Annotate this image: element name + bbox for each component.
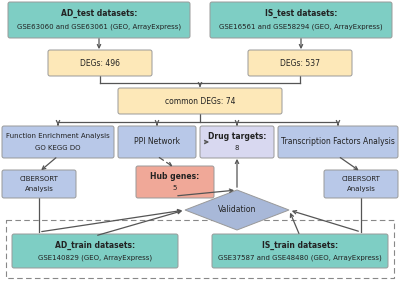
Text: GSE140829 (GEO, ArrayExpress): GSE140829 (GEO, ArrayExpress) <box>38 254 152 261</box>
Text: PPI Network: PPI Network <box>134 137 180 147</box>
FancyBboxPatch shape <box>2 126 114 158</box>
FancyBboxPatch shape <box>118 126 196 158</box>
FancyBboxPatch shape <box>136 166 214 198</box>
FancyBboxPatch shape <box>212 234 388 268</box>
Text: AD_test datasets:: AD_test datasets: <box>61 9 137 18</box>
Text: Analysis: Analysis <box>346 186 376 192</box>
Text: GSE16561 and GSE58294 (GEO, ArrayExpress): GSE16561 and GSE58294 (GEO, ArrayExpress… <box>219 24 383 30</box>
Text: IS_train datasets:: IS_train datasets: <box>262 241 338 250</box>
Text: DEGs: 496: DEGs: 496 <box>80 59 120 68</box>
Text: AD_train datasets:: AD_train datasets: <box>55 241 135 250</box>
FancyBboxPatch shape <box>2 170 76 198</box>
Polygon shape <box>185 190 289 230</box>
Text: CIBERSORT: CIBERSORT <box>20 176 58 182</box>
Text: GO KEGG DO: GO KEGG DO <box>35 145 81 151</box>
Text: IS_test datasets:: IS_test datasets: <box>265 9 337 18</box>
FancyBboxPatch shape <box>248 50 352 76</box>
FancyBboxPatch shape <box>324 170 398 198</box>
FancyBboxPatch shape <box>278 126 398 158</box>
FancyBboxPatch shape <box>48 50 152 76</box>
Text: Transcription Factors Analysis: Transcription Factors Analysis <box>281 137 395 147</box>
FancyBboxPatch shape <box>8 2 190 38</box>
FancyBboxPatch shape <box>210 2 392 38</box>
FancyBboxPatch shape <box>118 88 282 114</box>
Text: common DEGs: 74: common DEGs: 74 <box>165 97 235 105</box>
Text: Function Enrichment Analysis: Function Enrichment Analysis <box>6 133 110 139</box>
Text: Analysis: Analysis <box>24 186 54 192</box>
Text: Validation: Validation <box>218 206 256 214</box>
FancyBboxPatch shape <box>200 126 274 158</box>
Text: Drug targets:: Drug targets: <box>208 132 266 141</box>
Text: GSE37587 and GSE48480 (GEO, ArrayExpress): GSE37587 and GSE48480 (GEO, ArrayExpress… <box>218 254 382 261</box>
Text: 5: 5 <box>173 185 177 191</box>
Text: DEGs: 537: DEGs: 537 <box>280 59 320 68</box>
Text: Hub genes:: Hub genes: <box>150 172 200 181</box>
FancyBboxPatch shape <box>12 234 178 268</box>
Text: GSE63060 and GSE63061 (GEO, ArrayExpress): GSE63060 and GSE63061 (GEO, ArrayExpress… <box>17 24 181 30</box>
Text: 8: 8 <box>235 145 239 151</box>
Text: CIBERSORT: CIBERSORT <box>342 176 380 182</box>
